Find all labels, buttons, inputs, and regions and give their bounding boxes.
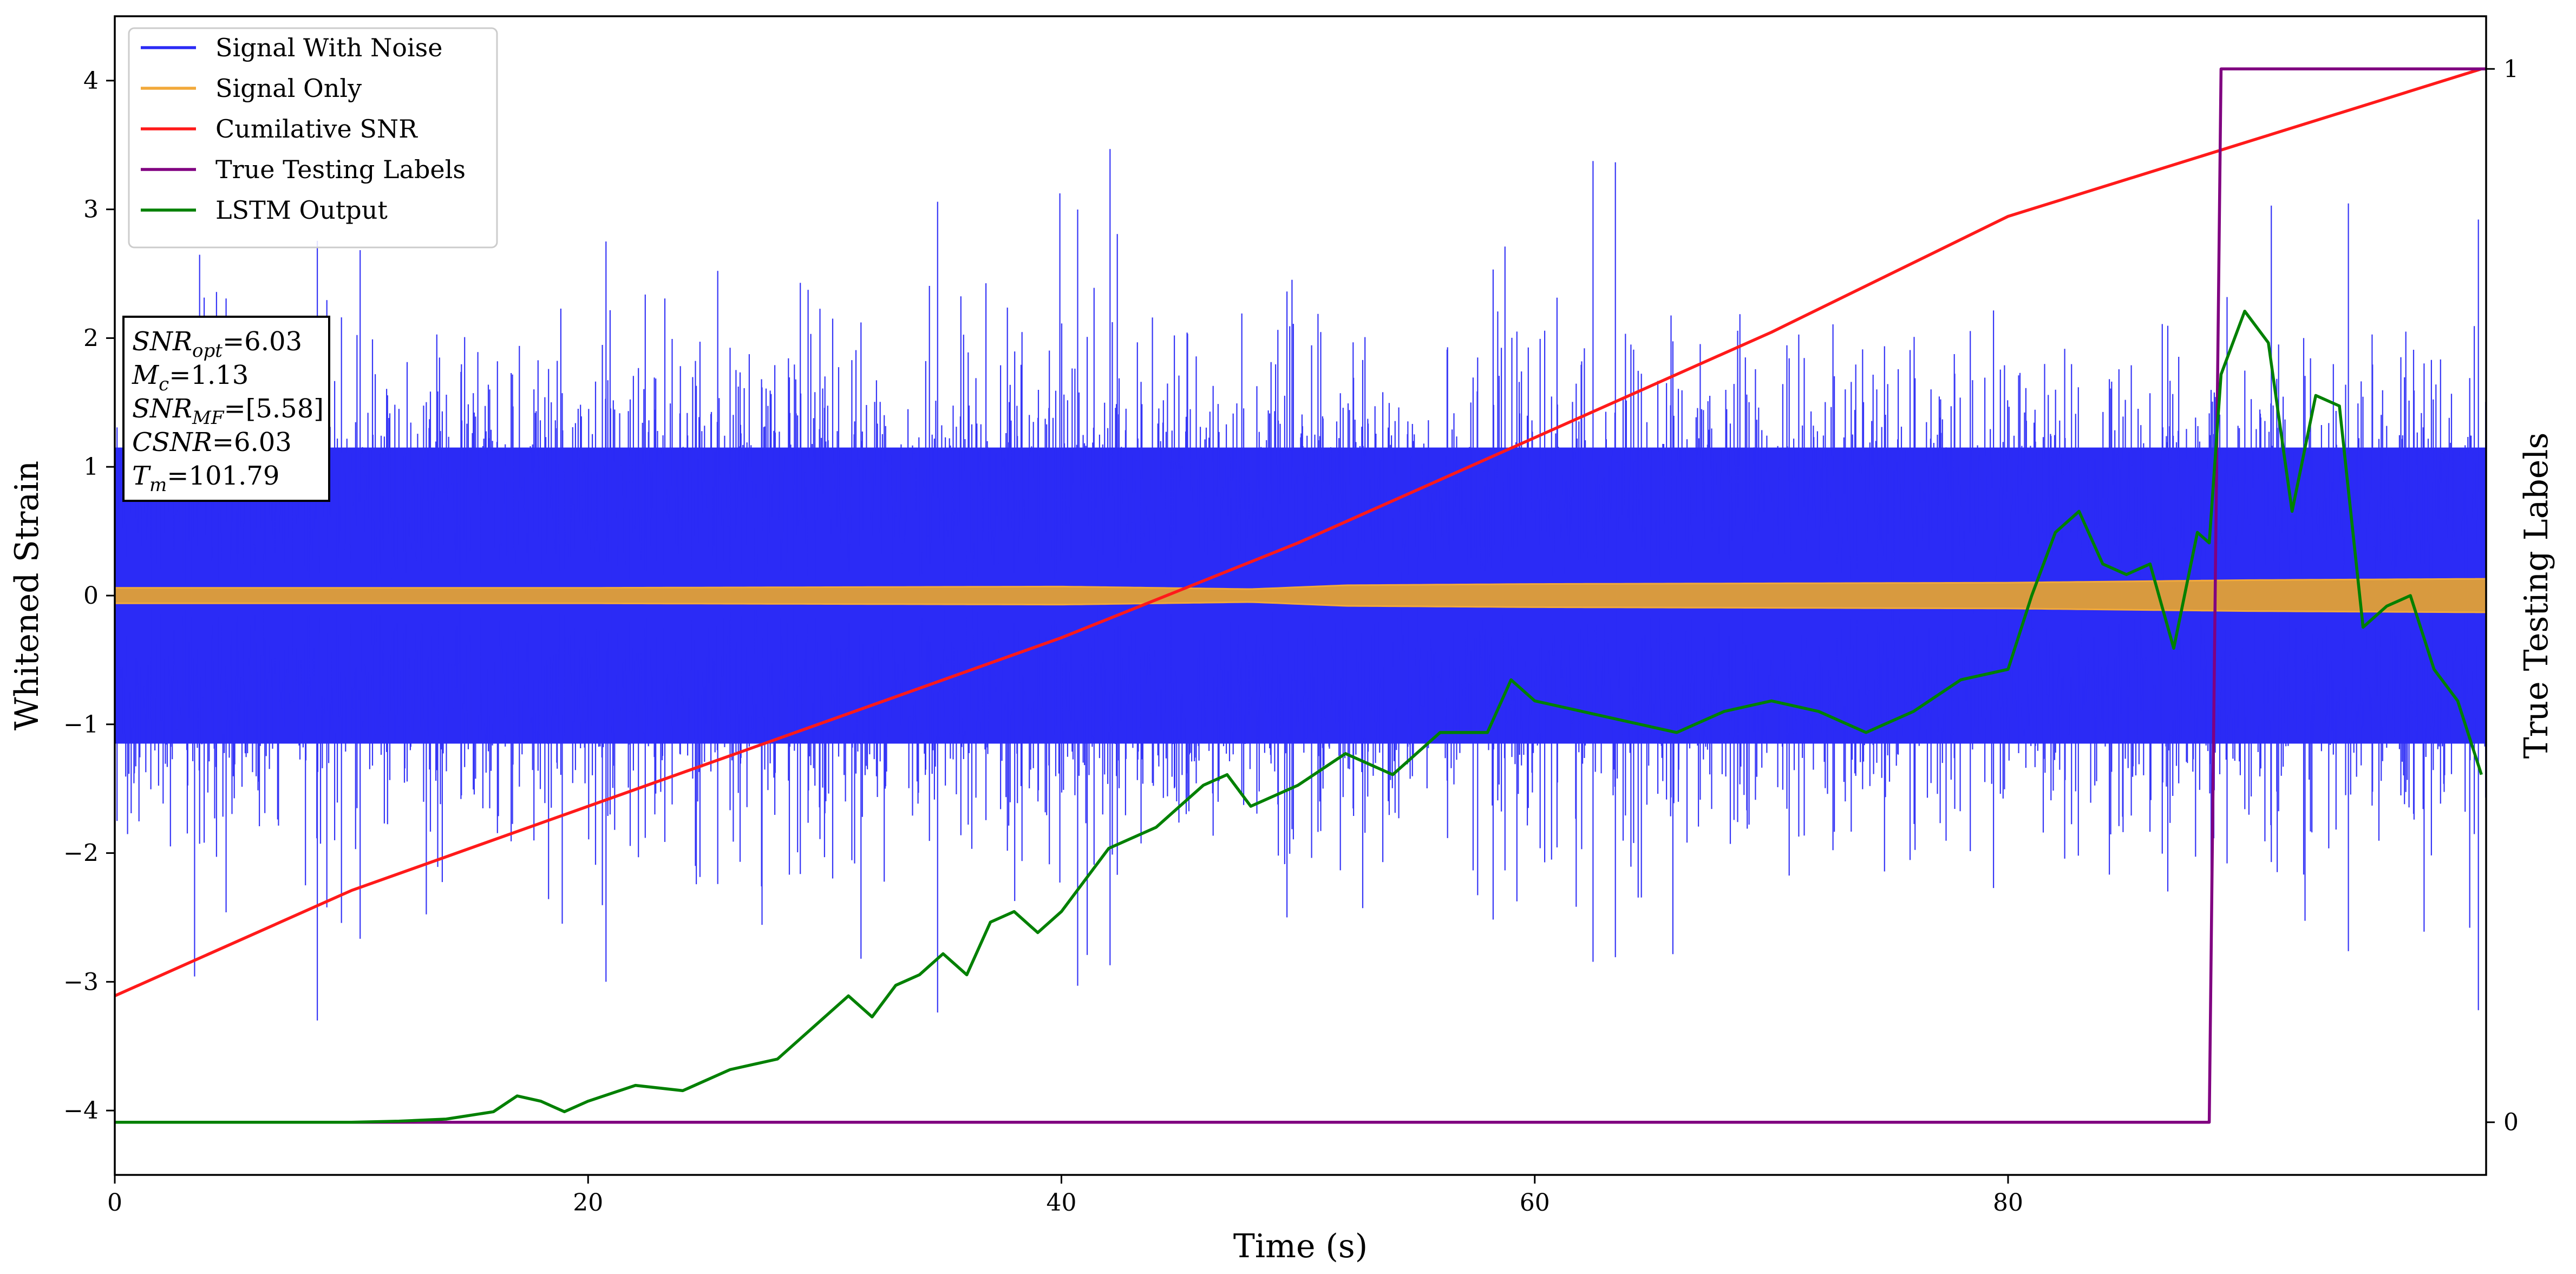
annotation-line: Tm=101.79 — [132, 461, 279, 496]
y-tick-label: 3 — [83, 196, 99, 224]
y2-tick-label: 1 — [2503, 55, 2519, 83]
annotation-line: Mc=1.13 — [132, 360, 249, 395]
annotation-frame — [122, 316, 330, 502]
y2-axis-label: True Testing Labels — [2518, 433, 2555, 759]
legend-label: LSTM Output — [215, 195, 388, 225]
lstm-output-line — [115, 309, 2483, 1124]
legend-label: True Testing Labels — [215, 155, 466, 184]
true-testing-labels-line — [115, 67, 2486, 1124]
y-tick-label: −2 — [63, 840, 99, 867]
y-tick-label: −4 — [63, 1097, 99, 1125]
signal-only-layer — [115, 578, 2486, 613]
x-tick-label: 0 — [107, 1189, 122, 1217]
annotation-line: SNRMF=[5.58] — [132, 394, 324, 429]
y-tick-label: 4 — [83, 67, 99, 95]
legend: Signal With Noise Signal Only Cumilative S… — [128, 27, 498, 249]
x-axis-label: Time (s) — [1233, 1227, 1368, 1265]
y-tick-label: 2 — [83, 324, 99, 352]
lines-layer — [115, 67, 2486, 1124]
signal-only-line — [115, 578, 2486, 613]
annotation-line: SNRopt=6.03 — [132, 326, 302, 362]
annotation-box: SNRopt=6.03Mc=1.13SNRMF=[5.58]CSNR=6.03T… — [122, 316, 330, 502]
x-tick-label: 60 — [1520, 1189, 1550, 1217]
x-tick-label: 80 — [1993, 1189, 2023, 1217]
x-tick-label: 40 — [1047, 1189, 1077, 1217]
x-tick-label: 20 — [573, 1189, 603, 1217]
y-tick-label: −1 — [63, 711, 99, 739]
legend-label: Signal Only — [215, 74, 362, 103]
y2-tick-label: 0 — [2503, 1109, 2519, 1136]
y-tick-label: 0 — [83, 582, 99, 610]
legend-label: Signal With Noise — [215, 33, 442, 62]
legend-box — [128, 27, 498, 249]
y-tick-label: 1 — [83, 453, 99, 481]
y-tick-label: −3 — [63, 968, 99, 996]
cumulative-snr-line — [115, 67, 2482, 997]
annotation-line: CSNR=6.03 — [132, 427, 292, 458]
y-axis-label: Whitened Strain — [8, 461, 46, 730]
legend-label: Cumilative SNR — [215, 114, 418, 143]
